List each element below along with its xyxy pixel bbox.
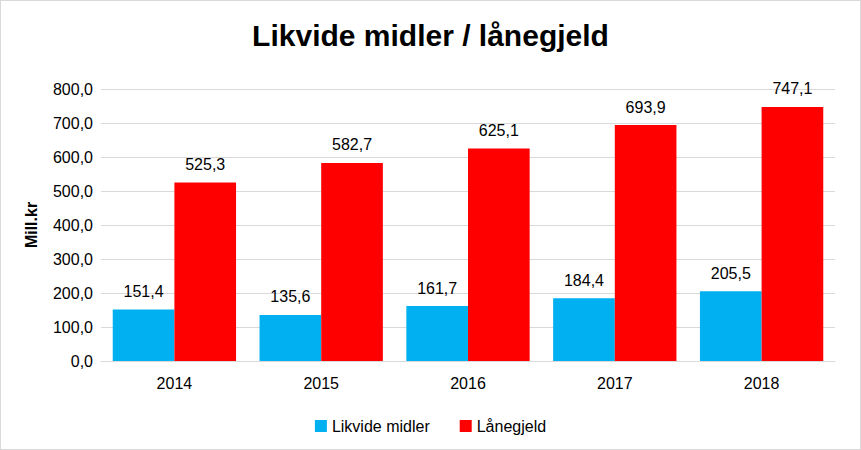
- svg-text:800,0: 800,0: [53, 81, 93, 98]
- svg-text:400,0: 400,0: [53, 217, 93, 234]
- svg-text:151,4: 151,4: [124, 283, 164, 300]
- svg-text:582,7: 582,7: [332, 136, 372, 153]
- svg-text:747,1: 747,1: [772, 80, 812, 97]
- svg-text:625,1: 625,1: [479, 122, 519, 139]
- svg-text:693,9: 693,9: [626, 99, 666, 116]
- svg-text:300,0: 300,0: [53, 251, 93, 268]
- svg-text:Mill.kr: Mill.kr: [23, 202, 40, 248]
- svg-text:0,0: 0,0: [71, 353, 93, 370]
- svg-text:135,6: 135,6: [270, 288, 310, 305]
- svg-text:500,0: 500,0: [53, 183, 93, 200]
- svg-text:2016: 2016: [450, 375, 486, 392]
- svg-text:600,0: 600,0: [53, 149, 93, 166]
- svg-text:2015: 2015: [303, 375, 339, 392]
- svg-text:700,0: 700,0: [53, 115, 93, 132]
- svg-text:525,3: 525,3: [185, 156, 225, 173]
- svg-text:200,0: 200,0: [53, 285, 93, 302]
- svg-text:Likvide midler / lånegjeld: Likvide midler / lånegjeld: [252, 19, 609, 52]
- svg-text:161,7: 161,7: [417, 280, 457, 297]
- svg-text:Likvide midler: Likvide midler: [332, 418, 430, 435]
- svg-text:2017: 2017: [597, 375, 633, 392]
- svg-text:Lånegjeld: Lånegjeld: [477, 418, 546, 435]
- svg-text:184,4: 184,4: [564, 272, 604, 289]
- svg-text:2014: 2014: [157, 375, 193, 392]
- svg-text:100,0: 100,0: [53, 319, 93, 336]
- svg-text:2018: 2018: [744, 375, 780, 392]
- svg-text:205,5: 205,5: [711, 265, 751, 282]
